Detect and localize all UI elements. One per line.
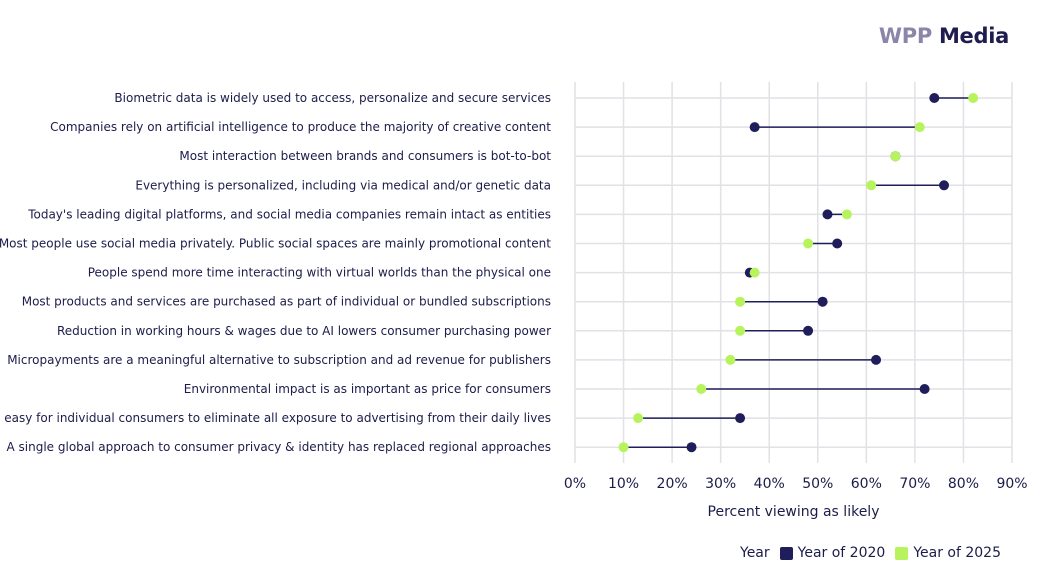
logo-wpp: WPP [878,24,932,48]
x-tick-label: 90% [996,476,1027,492]
dumbbell-chart: Biometric data is widely used to access,… [0,82,1028,520]
point-2025[interactable] [696,384,707,394]
point-2020[interactable] [817,296,828,307]
point-2020[interactable] [749,122,760,133]
logo-media: Media [938,24,1009,48]
category-label: It is easy for individual consumers to e… [0,411,551,425]
category-label: Most interaction between brands and cons… [179,149,551,163]
category-label: Everything is personalized, including vi… [135,178,551,192]
category-label: Today's leading digital platforms, and s… [27,207,551,221]
point-2020[interactable] [871,354,882,365]
point-2025[interactable] [735,325,746,336]
point-2025[interactable] [866,180,877,191]
point-2025[interactable] [890,151,901,162]
point-2020[interactable] [832,238,843,249]
legend-label-2020: Year of 2020 [797,545,886,561]
category-label: Reduction in working hours & wages due t… [57,324,551,338]
x-tick-label: 60% [851,476,882,492]
x-tick-label: 80% [948,476,979,492]
legend-label-2025: Year of 2025 [913,545,1001,561]
legend-swatch-2025 [895,546,909,560]
legend-title: Year [740,545,770,561]
point-2020[interactable] [939,180,950,191]
x-tick-label: 0% [564,476,586,492]
point-2025[interactable] [803,238,814,249]
point-2025[interactable] [633,413,644,424]
connector-lines [623,97,974,448]
x-tick-label: 10% [608,476,639,492]
legend-item-2025[interactable]: Year of 2025 [895,545,1001,561]
category-label: Micropayments are a meaningful alternati… [7,353,551,367]
x-tick-label: 50% [802,476,833,492]
point-2025[interactable] [841,209,852,220]
point-2020[interactable] [822,209,833,220]
point-2020[interactable] [686,442,697,453]
x-axis-title: Percent viewing as likely [708,504,880,520]
category-label: People spend more time interacting with … [88,266,551,280]
category-label: Biometric data is widely used to access,… [114,91,551,105]
wpp-media-logo: WPP Media [879,24,1009,48]
x-tick-label: 30% [705,476,736,492]
category-label: Environmental impact is as important as … [184,382,551,396]
x-tick-label: 20% [657,476,688,492]
point-2025[interactable] [735,296,746,307]
data-points [618,93,979,453]
category-label: Companies rely on artificial intelligenc… [50,120,551,134]
point-2025[interactable] [618,442,629,453]
point-2020[interactable] [929,93,940,103]
point-2025[interactable] [749,267,760,278]
point-2025[interactable] [914,122,925,133]
x-axis-ticks: 0% 10% 20% 30% 40% 50% 60% 70% 80% 90% [564,476,1028,492]
point-2025[interactable] [725,354,736,365]
category-labels: Biometric data is widely used to access,… [0,91,551,454]
category-label: Most people use social media privately. … [0,237,551,251]
point-2020[interactable] [919,384,930,394]
category-label: A single global approach to consumer pri… [7,440,552,454]
point-2020[interactable] [735,413,746,424]
category-label: Most products and services are purchased… [22,295,551,309]
x-tick-label: 40% [754,476,785,492]
x-tick-label: 70% [899,476,930,492]
legend-item-2020[interactable]: Year of 2020 [779,545,886,561]
legend-swatch-2020 [779,546,793,560]
gridlines [574,82,1013,463]
point-2025[interactable] [968,93,979,103]
point-2020[interactable] [803,325,814,336]
legend: Year Year of 2020 Year of 2025 [740,545,1001,561]
